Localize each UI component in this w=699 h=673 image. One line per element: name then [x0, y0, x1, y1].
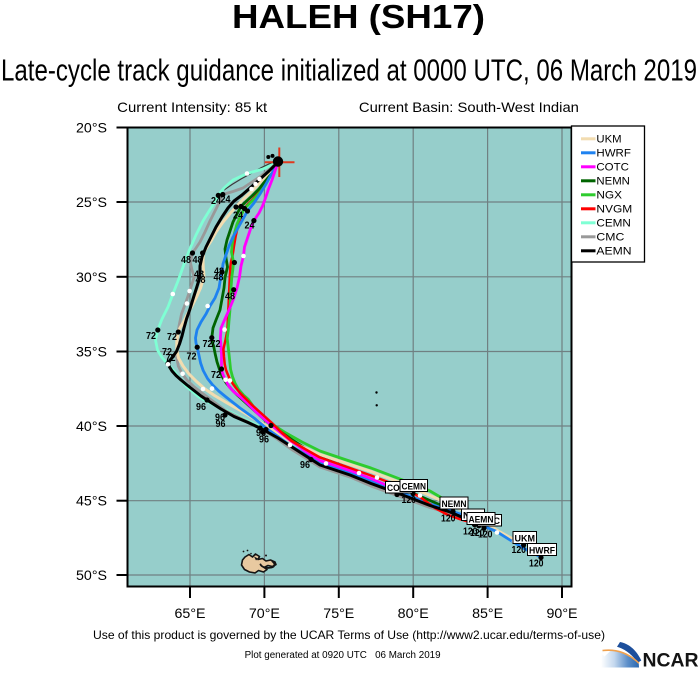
- svg-text:UKM: UKM: [596, 134, 621, 146]
- svg-text:30°S: 30°S: [76, 270, 107, 285]
- svg-text:NGX: NGX: [596, 190, 622, 202]
- svg-text:70°E: 70°E: [249, 606, 280, 621]
- svg-text:120: 120: [478, 530, 493, 541]
- svg-text:75°E: 75°E: [323, 606, 354, 621]
- svg-text:48: 48: [193, 255, 203, 266]
- svg-text:72: 72: [146, 331, 156, 342]
- svg-text:AEMN: AEMN: [469, 514, 494, 525]
- svg-text:120: 120: [463, 527, 478, 538]
- svg-text:CMC: CMC: [596, 232, 624, 244]
- svg-text:40°S: 40°S: [76, 419, 107, 434]
- svg-text:NEMN: NEMN: [596, 176, 630, 188]
- svg-text:Late-cycle track guidance init: Late-cycle track guidance initialized at…: [1, 53, 697, 88]
- svg-text:24: 24: [245, 221, 255, 232]
- svg-text:HALEH (SH17): HALEH (SH17): [232, 0, 485, 35]
- svg-text:35°S: 35°S: [76, 345, 107, 360]
- svg-text:45°S: 45°S: [76, 494, 107, 509]
- svg-text:Plot generated at 0920 UTC 0: Plot generated at 0920 UTC 06 March 2019: [245, 650, 441, 661]
- svg-text:NVGM: NVGM: [596, 204, 632, 216]
- svg-text:Current Intensity: 85 kt: Current Intensity: 85 kt: [117, 100, 267, 115]
- svg-text:CEMN: CEMN: [402, 481, 427, 492]
- svg-text:85°E: 85°E: [472, 606, 503, 621]
- svg-text:48: 48: [214, 267, 224, 278]
- svg-text:72: 72: [211, 370, 221, 381]
- svg-text:65°E: 65°E: [175, 606, 206, 621]
- svg-text:24: 24: [221, 195, 231, 206]
- svg-text:120: 120: [441, 514, 456, 525]
- svg-text:72: 72: [203, 339, 213, 350]
- svg-text:25°S: 25°S: [76, 195, 107, 210]
- svg-text:Current Basin: South-West Indi: Current Basin: South-West Indian: [359, 100, 579, 115]
- svg-text:96: 96: [259, 435, 269, 446]
- svg-text:72: 72: [162, 347, 172, 358]
- svg-text:96: 96: [215, 413, 225, 424]
- svg-text:48: 48: [225, 292, 235, 303]
- svg-text:90°E: 90°E: [547, 606, 578, 621]
- svg-text:Use of this product is governe: Use of this product is governed by the U…: [93, 628, 605, 642]
- svg-text:48: 48: [196, 275, 206, 286]
- svg-text:48: 48: [194, 270, 204, 281]
- svg-text:NEMN: NEMN: [442, 499, 467, 510]
- svg-text:72: 72: [211, 339, 221, 350]
- svg-text:72: 72: [167, 332, 177, 343]
- svg-text:24: 24: [233, 211, 243, 222]
- svg-text:120: 120: [470, 528, 485, 539]
- svg-text:48: 48: [214, 273, 224, 284]
- svg-text:NCAR: NCAR: [643, 650, 699, 669]
- svg-text:COTC: COTC: [387, 483, 411, 494]
- svg-text:CEMN: CEMN: [596, 218, 631, 230]
- svg-text:96: 96: [196, 402, 206, 413]
- svg-text:120: 120: [402, 495, 417, 506]
- svg-text:72: 72: [187, 352, 197, 363]
- svg-text:HWRF: HWRF: [596, 148, 631, 160]
- svg-text:96: 96: [256, 428, 266, 439]
- svg-text:120: 120: [512, 545, 527, 556]
- svg-text:AEMN: AEMN: [596, 246, 631, 258]
- svg-text:50°S: 50°S: [76, 568, 107, 583]
- svg-text:96: 96: [216, 419, 226, 430]
- svg-text:96: 96: [300, 460, 310, 471]
- svg-text:72: 72: [166, 353, 176, 364]
- svg-text:UKM: UKM: [515, 533, 536, 544]
- svg-text:COTC: COTC: [596, 162, 629, 174]
- svg-text:48: 48: [181, 255, 191, 266]
- svg-text:80°E: 80°E: [398, 606, 429, 621]
- svg-text:24: 24: [211, 196, 221, 207]
- svg-text:120: 120: [529, 559, 544, 570]
- svg-text:20°S: 20°S: [76, 121, 107, 136]
- svg-text:HWRF: HWRF: [529, 545, 555, 556]
